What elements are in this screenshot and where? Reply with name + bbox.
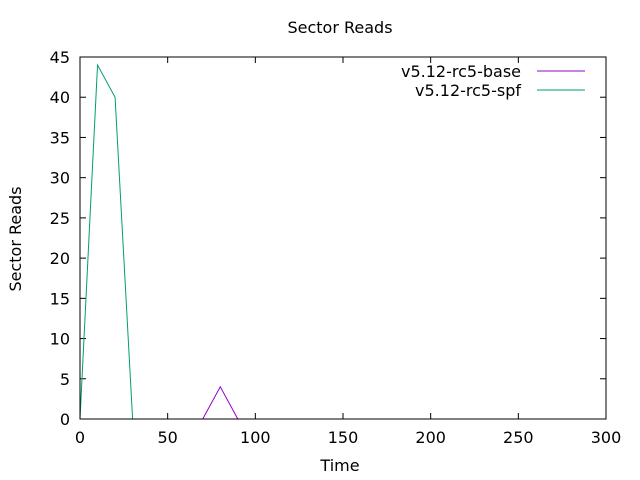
y-tick-label: 30 [50, 169, 70, 188]
x-axis-label: Time [319, 456, 359, 475]
x-tick-label: 250 [503, 428, 534, 447]
series-line-1 [79, 63, 606, 420]
y-tick-label: 40 [50, 88, 70, 107]
x-tick-label: 150 [328, 428, 359, 447]
axis-ticks: 0 5 10 15 20 25 30 35 40 45 0 50 100 150 200 250 300 [50, 48, 622, 447]
y-tick-label: 0 [60, 410, 70, 429]
x-tick-label: 50 [157, 428, 177, 447]
y-tick-label: 5 [60, 370, 70, 389]
legend-label: v5.12-rc5-base [401, 62, 521, 81]
y-tick-label: 20 [50, 249, 70, 268]
plot-frame [79, 56, 607, 420]
legend-label: v5.12-rc5-spf [415, 81, 521, 100]
y-tick-label: 15 [50, 289, 70, 308]
y-tick-label: 45 [50, 48, 70, 67]
y-tick-label: 35 [50, 128, 70, 147]
y-axis-label: Sector Reads [6, 186, 25, 291]
x-tick-label: 100 [240, 428, 271, 447]
y-tick-label: 10 [50, 330, 70, 349]
series-layer [79, 63, 606, 420]
x-tick-label: 300 [591, 428, 622, 447]
x-tick-label: 200 [415, 428, 446, 447]
chart-title: Sector Reads [287, 18, 392, 37]
x-tick-label: 0 [75, 428, 85, 447]
y-tick-label: 25 [50, 209, 70, 228]
